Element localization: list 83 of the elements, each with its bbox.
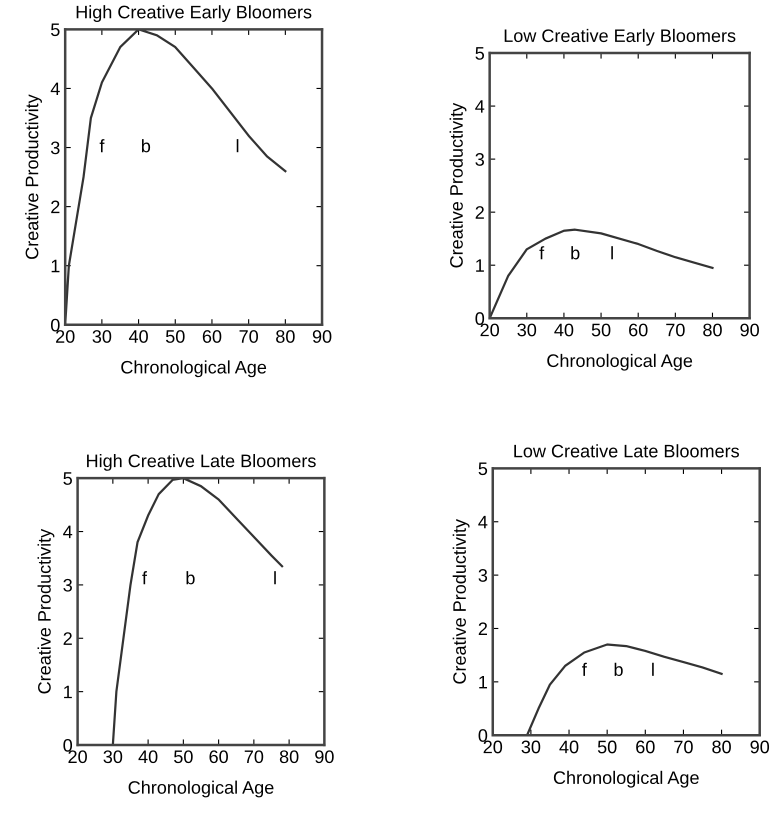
chart-title: Low Creative Late Bloomers — [514, 444, 739, 458]
y-tick-label: 0 — [478, 729, 488, 742]
y-tick-label: 5 — [478, 462, 488, 476]
annotation: f — [142, 571, 148, 584]
x-tick-label: 50 — [174, 750, 193, 764]
y-tick-label: 5 — [475, 47, 484, 60]
y-tick-label: 2 — [64, 632, 72, 645]
annotation: b — [142, 139, 150, 152]
x-tick-label: 60 — [629, 324, 648, 336]
x-axis-title: Chronological Age — [554, 770, 699, 788]
y-tick-label: 2 — [478, 622, 487, 636]
y-axis-title: Creative Productivity — [450, 102, 466, 268]
y-tick-label: 3 — [63, 578, 72, 592]
annotation: l — [611, 246, 613, 260]
x-tick-label: 70 — [244, 750, 264, 764]
chart-title: Low Creative Early Bloomers — [504, 28, 736, 46]
y-tick-label: 3 — [475, 153, 484, 166]
annotation: f — [100, 139, 104, 152]
chart-title: High Creative Early Bloomers — [76, 5, 312, 22]
y-tick-label: 1 — [64, 686, 72, 698]
x-tick-label: 60 — [209, 750, 228, 764]
line-series — [526, 643, 723, 736]
y-tick-label: 1 — [479, 676, 488, 688]
x-tick-label: 60 — [202, 330, 222, 343]
x-tick-label: 80 — [712, 740, 731, 754]
x-tick-label: 20 — [480, 324, 499, 336]
x-axis-title: Chronological Age — [128, 780, 274, 798]
x-tick-label: 20 — [68, 750, 87, 764]
x-tick-label: 80 — [703, 324, 722, 336]
x-tick-label: 20 — [484, 740, 502, 754]
y-tick-label: 1 — [476, 259, 484, 272]
y-axis-title: Creative Productivity — [452, 519, 470, 684]
y-tick-label: 3 — [50, 141, 60, 154]
x-tick-label: 30 — [92, 330, 112, 343]
annotation: l — [236, 139, 238, 152]
x-tick-label: 70 — [240, 330, 258, 343]
y-tick-label: 1 — [52, 260, 60, 272]
x-tick-label: 50 — [592, 324, 610, 336]
x-axis-title: Chronological Age — [547, 354, 692, 371]
y-axis-title: Creative Productivity — [25, 94, 42, 259]
x-tick-label: 80 — [276, 330, 295, 343]
x-tick-label: 40 — [554, 324, 574, 336]
y-axis-title: Creative Productivity — [38, 528, 54, 694]
y-tick-label: 5 — [51, 23, 60, 36]
line-series — [112, 478, 284, 746]
y-tick-label: 0 — [475, 312, 484, 325]
y-tick-label: 2 — [51, 200, 60, 214]
x-tick-label: 40 — [128, 330, 148, 343]
y-tick-label: 4 — [63, 526, 72, 538]
x-tick-label: 70 — [674, 740, 693, 754]
annotation: b — [614, 662, 623, 676]
annotation: l — [652, 662, 654, 676]
annotation: l — [274, 571, 276, 584]
y-tick-label: 0 — [63, 738, 72, 752]
y-tick-label: 4 — [475, 100, 484, 113]
y-tick-label: 5 — [63, 472, 72, 485]
y-tick-label: 0 — [50, 318, 60, 332]
x-tick-label: 90 — [740, 324, 759, 336]
y-tick-label: 4 — [50, 82, 60, 95]
annotation: f — [539, 246, 544, 260]
annotation: b — [571, 246, 580, 260]
y-tick-label: 2 — [476, 206, 484, 219]
x-tick-label: 70 — [666, 324, 685, 336]
line-series — [490, 228, 714, 318]
x-tick-label: 20 — [56, 330, 75, 343]
x-tick-label: 90 — [315, 750, 334, 764]
annotation: b — [186, 571, 195, 584]
x-tick-label: 60 — [636, 740, 655, 754]
x-tick-label: 40 — [559, 740, 578, 754]
x-tick-label: 30 — [517, 324, 536, 336]
x-tick-label: 30 — [104, 750, 122, 764]
x-tick-label: 30 — [522, 740, 540, 754]
annotation: f — [582, 662, 587, 676]
x-tick-label: 90 — [312, 330, 332, 343]
x-tick-label: 50 — [166, 330, 185, 343]
x-tick-label: 50 — [598, 740, 616, 754]
x-tick-label: 40 — [138, 750, 158, 764]
x-axis-title: Chronological Age — [121, 360, 266, 378]
y-tick-label: 4 — [478, 516, 488, 528]
x-tick-label: 90 — [750, 740, 770, 754]
y-tick-label: 3 — [478, 569, 488, 582]
x-tick-label: 80 — [280, 750, 298, 764]
chart-title: High Creative Late Bloomers — [87, 454, 316, 471]
